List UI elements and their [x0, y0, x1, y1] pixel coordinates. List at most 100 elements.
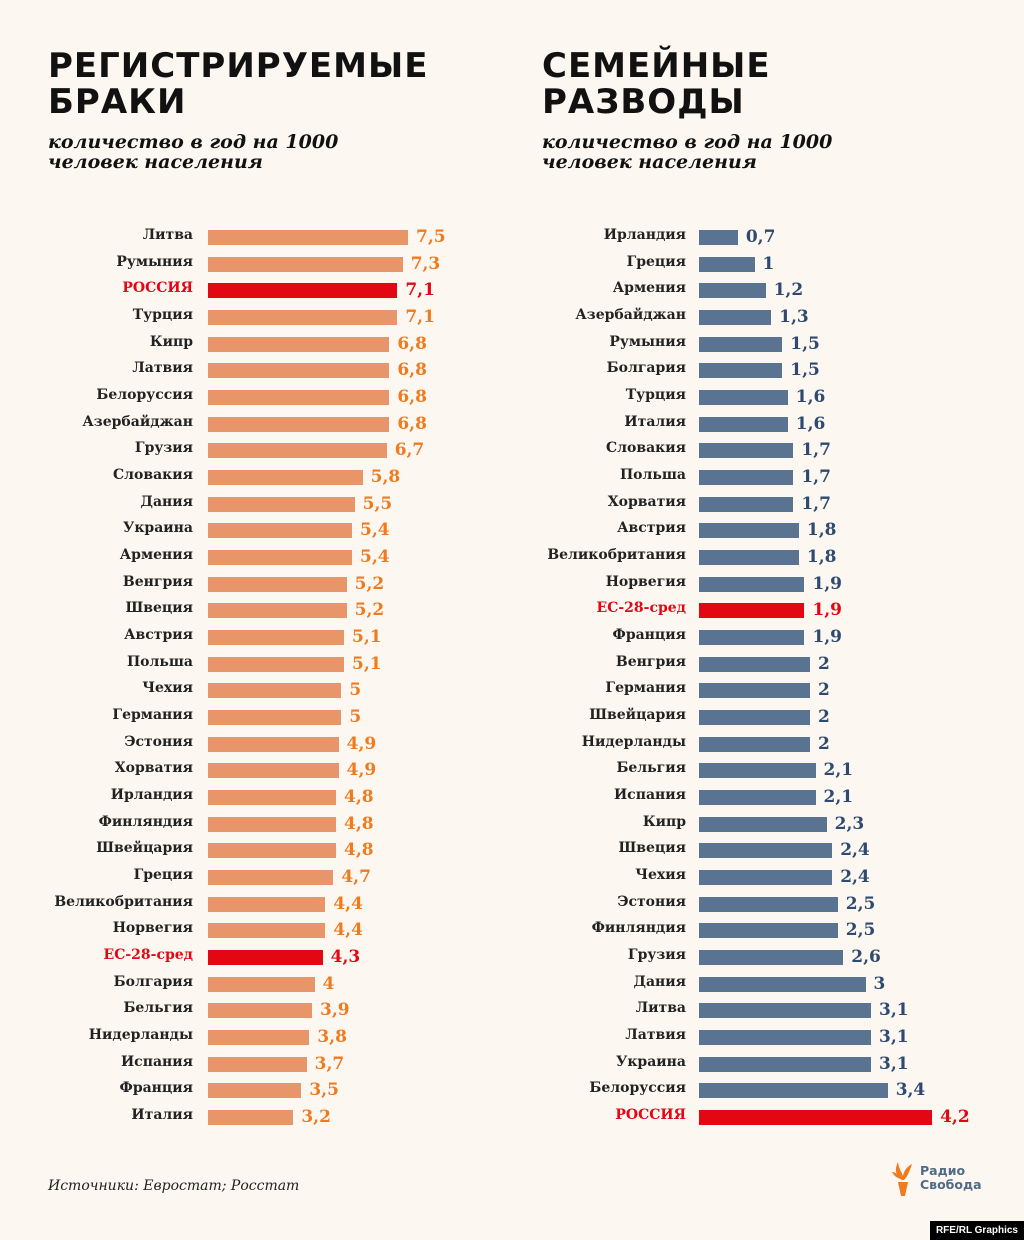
bar — [208, 843, 337, 859]
category-label: Грузия — [134, 440, 193, 457]
value-label: 1,3 — [779, 307, 809, 327]
value-label: 7,1 — [405, 280, 435, 301]
value-label: 4,4 — [333, 893, 363, 914]
category-label: Турция — [625, 387, 686, 404]
category-label: Кипр — [149, 333, 193, 350]
category-label: Италия — [131, 1107, 193, 1124]
value-label: 5 — [349, 707, 362, 728]
bar — [699, 630, 805, 646]
category-label: Болгария — [113, 973, 193, 990]
bar — [699, 790, 816, 806]
category-label: Франция — [612, 627, 686, 644]
category-label: РОССИЯ — [615, 1107, 686, 1124]
category-label: Белоруссия — [96, 387, 193, 404]
value-label: 3,2 — [301, 1107, 331, 1128]
bar — [208, 630, 345, 646]
category-label: Норвегия — [112, 920, 193, 937]
bar — [699, 710, 810, 726]
value-label: 4,8 — [344, 840, 374, 861]
value-label: 5,2 — [354, 600, 385, 621]
value-label: 5,5 — [362, 493, 393, 514]
value-label: 3,1 — [879, 1053, 909, 1074]
value-label: 5,1 — [352, 627, 382, 648]
bar — [699, 736, 810, 752]
divorces-subtitle: количество в год на 1000 человек населен… — [542, 131, 833, 173]
bar — [208, 336, 390, 352]
category-label: Азербайджан — [82, 413, 193, 430]
category-label: Германия — [605, 680, 686, 697]
value-label: 1,8 — [806, 520, 837, 541]
value-label: 5,4 — [360, 547, 390, 568]
bar — [208, 550, 353, 566]
bar — [208, 363, 390, 379]
value-label: 5,8 — [370, 467, 401, 488]
bar — [699, 1030, 872, 1046]
category-label: Ирландия — [603, 227, 686, 243]
category-label: Швейцария — [96, 840, 193, 857]
value-label: 4,9 — [346, 760, 377, 781]
category-label: Литва — [142, 227, 193, 243]
bar — [208, 576, 347, 592]
bar — [699, 363, 783, 379]
category-label: Армения — [612, 280, 686, 297]
value-label: 6,7 — [394, 440, 425, 461]
value-label: 1,9 — [812, 600, 843, 621]
value-label: 6,8 — [397, 360, 427, 381]
category-label: Грузия — [627, 947, 686, 964]
category-label: Германия — [112, 707, 193, 724]
category-label: Франция — [119, 1080, 193, 1097]
value-label: 2 — [818, 680, 830, 701]
credit-badge: RFE/RL Graphics — [929, 1221, 1024, 1240]
category-label: Белоруссия — [589, 1080, 686, 1097]
bar — [208, 816, 337, 832]
category-label: Дания — [633, 973, 687, 990]
value-label: 4,7 — [341, 867, 371, 888]
bar — [208, 1056, 307, 1072]
category-label: Украина — [615, 1053, 686, 1070]
bar — [699, 550, 799, 566]
bar — [699, 336, 783, 352]
value-label: 7,1 — [405, 307, 435, 327]
value-label: 0,7 — [745, 227, 776, 247]
value-label: 5,4 — [360, 520, 390, 541]
bar — [699, 656, 810, 672]
value-label: 1,5 — [790, 360, 820, 381]
bar — [208, 283, 398, 299]
category-label: Великобритания — [547, 547, 686, 564]
marriages-title: РЕГИСТРИРУЕМЫЕ БРАКИ — [48, 46, 429, 122]
value-label: 2,3 — [834, 813, 865, 834]
bar — [208, 443, 387, 459]
bar — [699, 923, 838, 939]
category-label: Нидерланды — [581, 733, 686, 750]
bar — [208, 416, 390, 432]
category-label: Латвия — [132, 360, 193, 377]
bar — [208, 256, 403, 272]
category-label: Словакия — [606, 440, 686, 457]
bar — [699, 256, 755, 272]
category-label: Финляндия — [98, 813, 193, 830]
value-label: 1,6 — [795, 387, 826, 408]
value-label: 7,3 — [410, 253, 441, 274]
bar — [208, 470, 363, 486]
radio-svoboda-logo: Радио Свобода — [890, 1158, 982, 1198]
category-label: Испания — [613, 787, 686, 804]
category-label: Хорватия — [607, 493, 686, 510]
bar — [208, 950, 323, 966]
value-label: 3,1 — [879, 1027, 909, 1048]
logo-line2: Свобода — [920, 1177, 982, 1192]
value-label: 1,7 — [801, 467, 831, 488]
bar — [208, 1003, 312, 1019]
value-label: 1 — [762, 253, 775, 274]
value-label: 2,4 — [840, 840, 870, 861]
category-label: Норвегия — [605, 573, 686, 590]
category-label: Армения — [119, 547, 193, 564]
bar — [699, 470, 794, 486]
category-label: Греция — [133, 867, 193, 884]
bar — [208, 390, 390, 406]
value-label: 3,9 — [320, 1000, 350, 1021]
logo-line1: Радио — [920, 1163, 966, 1178]
value-label: 2,5 — [845, 920, 876, 941]
category-label: Болгария — [606, 360, 686, 377]
bar — [208, 523, 353, 539]
category-label: Швейцария — [589, 707, 686, 724]
